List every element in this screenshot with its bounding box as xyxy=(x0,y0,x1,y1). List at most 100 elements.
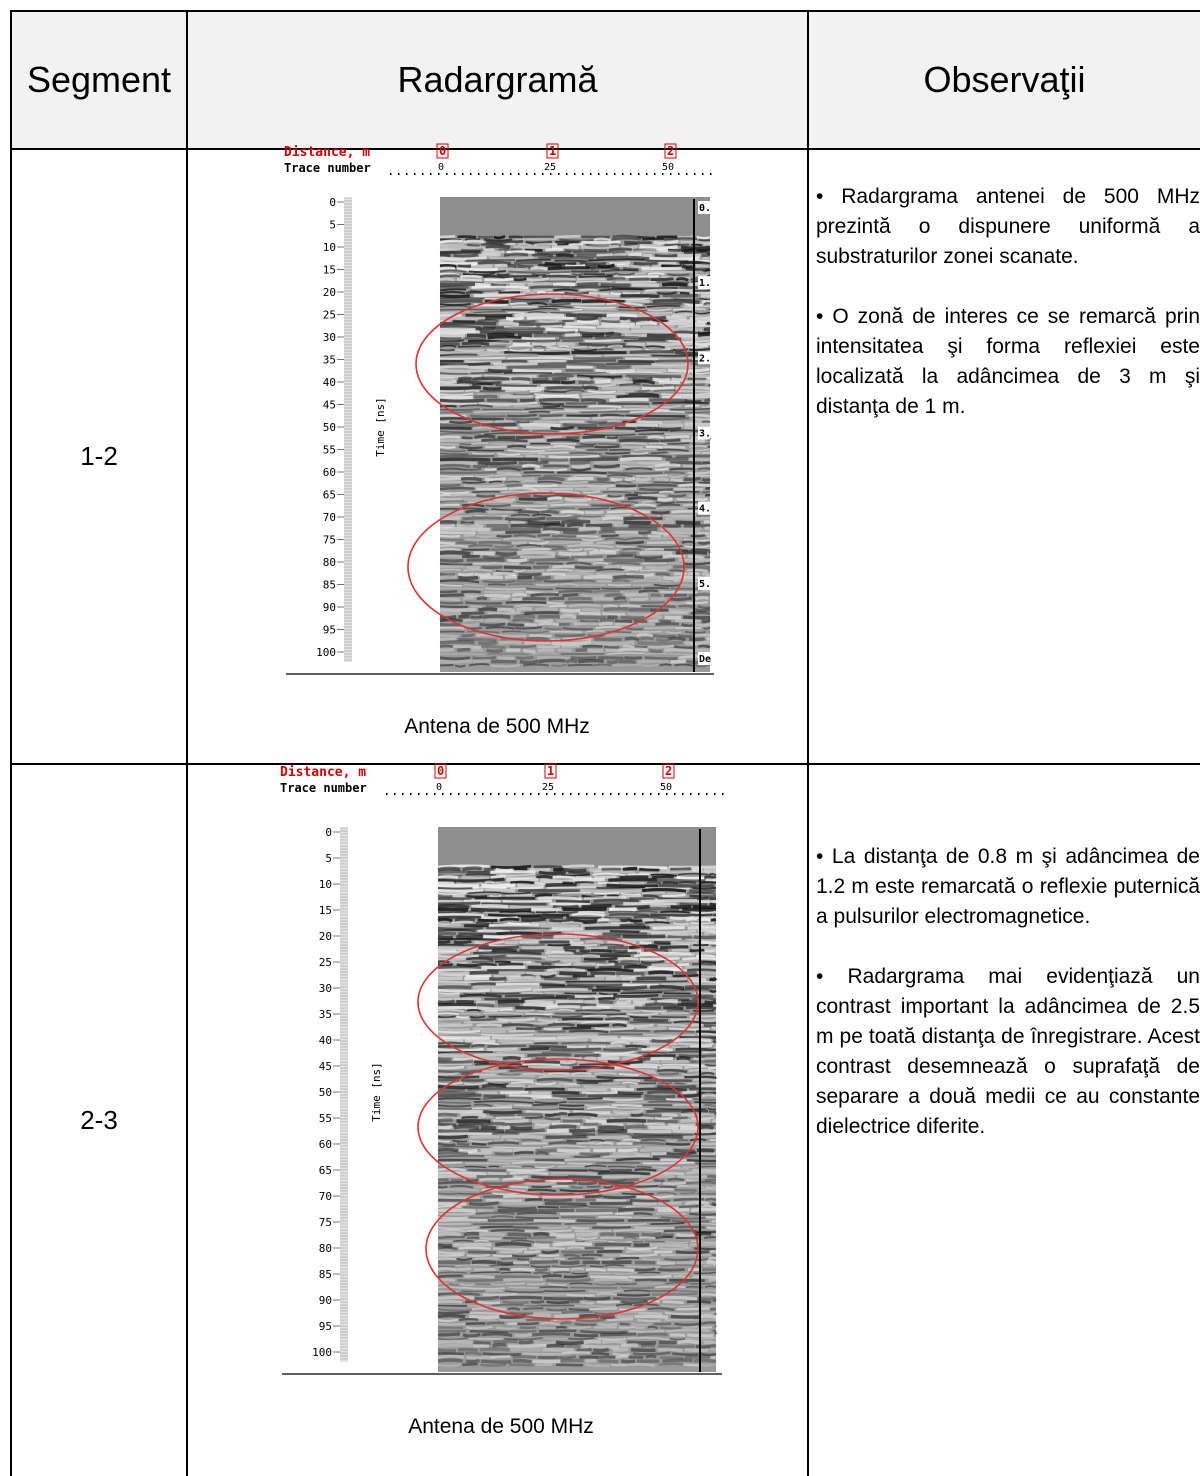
reflection-streak xyxy=(479,353,538,357)
reflection-streak xyxy=(647,435,665,440)
reflection-streak xyxy=(659,490,674,494)
reflection-streak xyxy=(459,1283,475,1286)
reflection-streak xyxy=(439,411,473,414)
reflection-streak xyxy=(672,1352,699,1356)
trace-scale-dot xyxy=(634,793,636,795)
reflection-streak xyxy=(606,883,659,889)
reflection-streak xyxy=(583,957,618,961)
reflection-streak xyxy=(613,1109,644,1114)
reflection-streak xyxy=(673,1037,712,1043)
reflection-streak xyxy=(456,881,483,886)
reflection-streak xyxy=(519,949,545,953)
trace-scale-dot xyxy=(542,173,544,175)
reflection-streak xyxy=(689,1015,717,1018)
reflection-streak xyxy=(503,1277,543,1282)
reflection-streak xyxy=(542,1274,562,1279)
reflection-streak xyxy=(437,1290,459,1293)
reflection-streak xyxy=(660,1304,695,1308)
reflection-streak xyxy=(692,886,717,890)
reflection-streak xyxy=(588,1168,610,1173)
reflection-streak xyxy=(543,1198,573,1202)
reflection-streak xyxy=(649,1045,670,1049)
reflection-streak xyxy=(650,873,678,877)
reflection-streak xyxy=(690,1059,717,1064)
reflection-streak xyxy=(520,1047,550,1051)
distance-tick-label: 1 xyxy=(547,764,554,778)
reflection-streak xyxy=(684,1200,709,1206)
reflection-streak xyxy=(504,1290,544,1294)
reflection-streak xyxy=(614,376,630,381)
reflection-streak xyxy=(590,949,613,953)
reflection-streak xyxy=(695,497,709,502)
reflection-streak xyxy=(546,1343,565,1348)
reflection-streak xyxy=(589,1265,604,1268)
reflection-streak xyxy=(525,508,548,511)
time-tick-label: 40 xyxy=(319,1034,332,1047)
reflection-streak xyxy=(439,321,497,326)
reflection-streak xyxy=(480,1147,513,1153)
reflection-streak xyxy=(658,1344,695,1349)
trace-scale-dot xyxy=(702,173,704,175)
reflection-streak xyxy=(498,267,529,272)
reflection-streak xyxy=(615,540,644,545)
reflection-streak xyxy=(632,579,671,584)
depth-tick-label: 2. xyxy=(699,353,711,364)
reflection-streak xyxy=(526,277,550,282)
reflection-streak xyxy=(640,1343,656,1348)
reflection-streak xyxy=(707,1174,717,1179)
reflection-streak xyxy=(511,376,531,382)
reflection-streak xyxy=(533,242,558,246)
reflection-streak xyxy=(463,483,505,488)
reflection-streak xyxy=(544,1116,561,1121)
reflection-streak xyxy=(437,1271,468,1274)
reflection-streak xyxy=(463,618,484,623)
reflection-streak xyxy=(466,259,516,262)
reflection-streak xyxy=(497,656,515,660)
reflection-streak xyxy=(560,1205,588,1208)
reflection-streak xyxy=(610,1041,631,1045)
reflection-streak xyxy=(624,333,647,339)
reflection-streak xyxy=(521,467,535,471)
reflection-streak xyxy=(629,1274,672,1279)
reflection-streak xyxy=(464,360,502,364)
reflection-streak xyxy=(470,647,484,653)
reflection-streak xyxy=(439,264,457,269)
reflection-streak xyxy=(546,1300,570,1305)
reflection-streak xyxy=(613,1271,637,1275)
reflection-streak xyxy=(439,449,466,453)
reflection-streak xyxy=(574,311,606,314)
reflection-streak xyxy=(690,611,711,616)
reflection-streak xyxy=(637,530,652,535)
reflection-streak xyxy=(468,1201,500,1206)
reflection-streak xyxy=(487,1171,507,1176)
reflection-streak xyxy=(466,1355,490,1360)
reflection-streak xyxy=(648,272,665,276)
reflection-streak xyxy=(557,911,578,914)
reflection-streak xyxy=(613,1003,643,1008)
reflection-streak xyxy=(598,348,613,351)
reflection-streak xyxy=(525,1012,553,1016)
reflection-streak xyxy=(668,1050,702,1054)
reflection-streak xyxy=(466,333,487,338)
reflection-streak xyxy=(462,239,485,244)
reflection-streak xyxy=(624,405,649,408)
reflection-streak xyxy=(534,1267,548,1272)
distance-axis-label: Distance, m xyxy=(284,145,370,160)
reflection-streak xyxy=(578,910,605,914)
trace-scale-dot xyxy=(386,793,388,795)
reflection-streak xyxy=(677,1339,702,1345)
reflection-streak xyxy=(512,1359,532,1364)
reflection-streak xyxy=(464,336,487,341)
reflection-streak xyxy=(498,1073,520,1077)
reflection-streak xyxy=(560,1358,584,1363)
reflection-streak xyxy=(667,442,690,445)
reflection-streak xyxy=(694,622,711,627)
reflection-streak xyxy=(683,476,701,482)
reflection-streak xyxy=(594,892,619,895)
reflection-streak xyxy=(617,272,635,276)
reflection-streak xyxy=(498,1065,529,1070)
reflection-streak xyxy=(648,618,659,623)
reflection-streak xyxy=(653,1076,684,1080)
reflection-streak xyxy=(681,540,695,545)
reflection-streak xyxy=(579,1355,600,1359)
